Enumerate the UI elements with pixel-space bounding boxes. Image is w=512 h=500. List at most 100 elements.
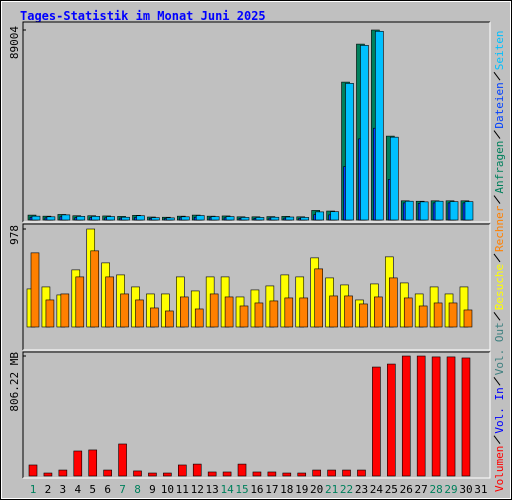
panel — [23, 224, 490, 350]
bar — [106, 216, 115, 221]
bar — [267, 471, 277, 477]
bar — [136, 215, 145, 221]
bar — [58, 469, 68, 477]
bar — [90, 250, 100, 328]
x-tick-label: 22 — [340, 483, 353, 496]
bar — [61, 214, 71, 221]
legend-label: Vol. Out — [493, 322, 506, 375]
bar — [419, 201, 429, 221]
panel — [23, 352, 490, 478]
bar — [225, 216, 235, 221]
chart-title: Tages-Statistik im Monat Juni 2025 — [20, 9, 266, 23]
x-tick-label: 29 — [444, 483, 457, 496]
x-tick-label: 18 — [280, 483, 293, 496]
y-tick-label: 978 — [8, 225, 21, 245]
bar — [431, 356, 441, 477]
panel-edge — [23, 22, 491, 223]
legend-separator — [493, 311, 501, 321]
bar — [88, 449, 98, 477]
x-tick-label: 27 — [415, 483, 428, 496]
x-tick-label: 25 — [385, 483, 398, 496]
legend-separator — [493, 71, 501, 81]
bar — [120, 293, 129, 328]
bar — [45, 299, 55, 328]
panel-edge — [22, 21, 490, 222]
x-tick-label: 14 — [220, 483, 234, 496]
bar — [195, 215, 205, 221]
bar — [148, 472, 157, 477]
x-tick-label: 31 — [474, 483, 487, 496]
bar — [401, 355, 411, 477]
bar — [404, 200, 414, 221]
bar — [254, 302, 264, 328]
x-tick-label: 10 — [161, 483, 174, 496]
bar — [374, 296, 383, 328]
bar — [446, 356, 456, 477]
bar — [46, 216, 56, 221]
bar — [224, 296, 234, 328]
bar — [28, 464, 38, 477]
panel-edge — [23, 352, 491, 479]
bar — [403, 297, 413, 328]
bar — [252, 471, 262, 477]
bar — [105, 276, 114, 328]
bar — [30, 252, 40, 328]
bar — [345, 83, 354, 221]
x-tick-label: 2 — [45, 483, 52, 496]
bar — [297, 472, 307, 477]
x-tick-label: 24 — [370, 483, 384, 496]
bar — [299, 297, 309, 328]
bar — [375, 30, 384, 221]
panel-edge — [23, 224, 491, 351]
bar — [239, 305, 249, 328]
x-tick-label: 4 — [74, 483, 81, 496]
bar — [372, 366, 381, 477]
bar — [448, 302, 458, 328]
y-tick-label: 806.22 MB — [8, 352, 21, 412]
y-tick-label: 89004 — [8, 26, 21, 59]
x-tick-label: 30 — [459, 483, 472, 496]
bar — [150, 307, 159, 328]
bar — [255, 217, 265, 221]
bar — [118, 443, 127, 477]
legend-separator — [493, 130, 501, 139]
bar — [463, 309, 473, 328]
bar — [357, 469, 366, 477]
bar — [151, 217, 160, 221]
bar — [330, 211, 339, 221]
legend-separator — [493, 376, 501, 386]
legend-separator — [493, 435, 501, 444]
bar — [210, 216, 220, 221]
bar — [194, 308, 204, 328]
panel — [23, 22, 490, 222]
bar — [135, 299, 144, 328]
legend-label: Seiten — [493, 30, 506, 70]
bar — [270, 216, 280, 221]
x-tick-label: 7 — [119, 483, 126, 496]
legend-label: Dateien — [493, 82, 506, 128]
bar — [240, 217, 250, 221]
x-tick-label: 1 — [30, 483, 37, 496]
bar — [43, 472, 53, 477]
bar — [222, 471, 232, 477]
x-tick-label: 8 — [134, 483, 141, 496]
bar — [103, 469, 112, 477]
bar — [329, 295, 338, 328]
x-tick-label: 11 — [176, 483, 189, 496]
bar — [237, 463, 247, 477]
bar — [464, 201, 474, 221]
bar — [269, 300, 279, 328]
bar — [418, 305, 428, 328]
bar — [133, 470, 142, 477]
legend-label: Besuche — [493, 264, 506, 310]
bar — [285, 216, 295, 221]
bar — [314, 268, 323, 328]
bar — [416, 355, 426, 477]
x-tick-label: 5 — [89, 483, 96, 496]
x-tick-label: 16 — [250, 483, 263, 496]
x-tick-label: 28 — [429, 483, 442, 496]
panel-edge — [22, 351, 490, 478]
bar — [166, 217, 175, 221]
